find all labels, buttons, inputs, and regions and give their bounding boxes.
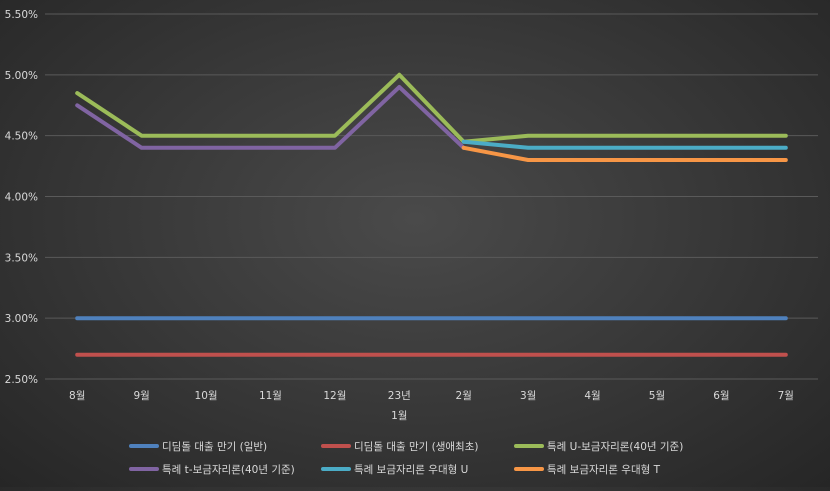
- x-tick-label: 2월: [456, 390, 472, 402]
- x-tick-label: 12월: [323, 390, 346, 402]
- x-axis-tick-labels: 8월 9월 10월 11월 12월 23년 2월 3월 4월 5월 6월 7월 1월: [69, 390, 794, 422]
- x-tick-label: 6월: [713, 390, 729, 402]
- x-tick-label: 9월: [133, 390, 149, 402]
- y-tick-label: 2.50%: [5, 374, 38, 386]
- x-tick-sublabel: 1월: [391, 410, 407, 422]
- x-tick-label: 7월: [778, 390, 794, 402]
- series-line: [461, 139, 788, 150]
- y-axis-tick-labels: 2.50% 3.00% 3.50% 4.00% 4.50% 5.00% 5.50%: [5, 9, 38, 386]
- legend: 디딤돌 대출 만기 (일반) 디딤돌 대출 만기 (생애최초) 특례 U-보금자리론…: [129, 440, 683, 476]
- series-line: [75, 72, 788, 144]
- legend-label: 특례 보금자리론 우대형 U: [354, 464, 468, 476]
- x-tick-label: 10월: [195, 390, 218, 402]
- series-line: [461, 145, 788, 162]
- x-tick-label: 23년: [388, 390, 411, 402]
- x-tick-label: 3월: [520, 390, 536, 402]
- x-tick-label: 5월: [649, 390, 665, 402]
- y-tick-label: 3.50%: [5, 252, 38, 264]
- y-tick-label: 5.50%: [5, 9, 38, 21]
- series-lines: [75, 72, 788, 357]
- legend-label: 특례 t-보금자리론(40년 기준): [162, 464, 295, 476]
- legend-label: 디딤돌 대출 만기 (생애최초): [354, 441, 478, 453]
- x-tick-label: 4월: [584, 390, 600, 402]
- legend-label: 특례 U-보금자리론(40년 기준): [547, 441, 683, 453]
- y-tick-label: 3.00%: [5, 313, 38, 325]
- series-line: [75, 85, 466, 150]
- y-tick-label: 4.00%: [5, 192, 38, 204]
- legend-label: 특례 보금자리론 우대형 T: [547, 464, 661, 476]
- gridlines: [45, 13, 818, 380]
- legend-label: 디딤돌 대출 만기 (일반): [162, 440, 267, 453]
- y-tick-label: 5.00%: [5, 70, 38, 82]
- x-tick-label: 11월: [259, 390, 282, 402]
- y-tick-label: 4.50%: [5, 131, 38, 143]
- x-tick-label: 8월: [69, 390, 85, 402]
